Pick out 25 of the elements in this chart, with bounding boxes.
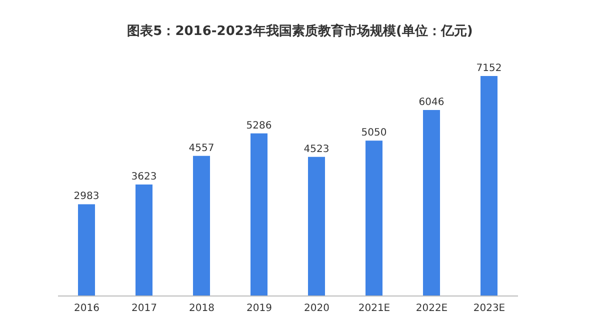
x-tick-label: 2019 bbox=[246, 303, 272, 314]
chart-title: 图表5：2016-2023年我国素质教育市场规模(单位：亿元) bbox=[126, 22, 474, 40]
data-label: 5286 bbox=[246, 120, 272, 132]
x-tick-label: 2016 bbox=[74, 303, 100, 314]
data-label: 4557 bbox=[188, 142, 214, 154]
bar bbox=[308, 156, 325, 296]
x-tick-label: 2021E bbox=[358, 303, 390, 314]
bar bbox=[423, 110, 440, 296]
x-tick-label: 2018 bbox=[189, 303, 214, 314]
data-label: 4523 bbox=[304, 144, 330, 155]
data-label: 3623 bbox=[131, 172, 157, 183]
bar bbox=[366, 140, 382, 296]
data-label: 5050 bbox=[361, 128, 387, 139]
data-label: 7152 bbox=[476, 63, 502, 74]
bar bbox=[193, 156, 210, 296]
bar bbox=[480, 76, 498, 296]
bar bbox=[250, 133, 268, 296]
x-tick-label: 2022E bbox=[416, 303, 448, 314]
x-tick-label: 2017 bbox=[132, 303, 157, 314]
data-label: 6046 bbox=[418, 97, 444, 108]
x-tick-label: 2020 bbox=[304, 303, 330, 314]
data-label: 2983 bbox=[74, 191, 100, 202]
x-tick-label: 2023E bbox=[473, 303, 506, 314]
bar bbox=[136, 184, 152, 296]
bar bbox=[78, 204, 95, 296]
